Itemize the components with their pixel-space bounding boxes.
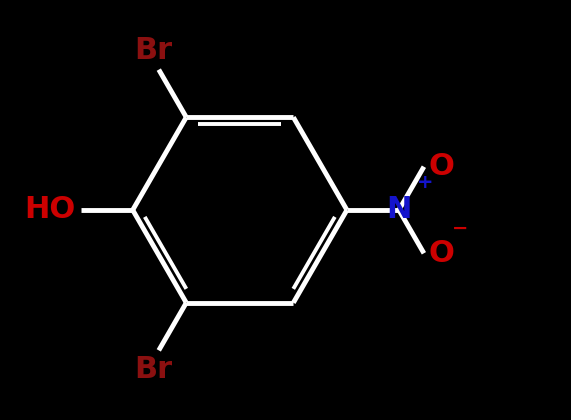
Text: N: N xyxy=(386,195,412,225)
Text: +: + xyxy=(417,173,433,192)
Text: −: − xyxy=(452,219,468,238)
Text: O: O xyxy=(429,239,455,268)
Text: O: O xyxy=(429,152,455,181)
Text: HO: HO xyxy=(25,195,76,225)
Text: Br: Br xyxy=(135,355,173,384)
Text: Br: Br xyxy=(135,36,173,65)
